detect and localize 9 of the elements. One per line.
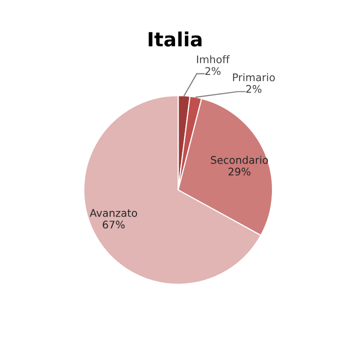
- slice-label: Primario: [233, 73, 275, 82]
- data-label: 2%: [246, 85, 262, 93]
- slice-label: Imhoff: [197, 55, 230, 64]
- slice-label: Secondario: [210, 156, 268, 164]
- data-label: 67%: [102, 220, 125, 229]
- data-label: 2%: [205, 67, 221, 75]
- data-label: 29%: [228, 168, 250, 176]
- chart-title: Italia: [148, 32, 202, 47]
- slice-label: Avanzato: [90, 209, 138, 217]
